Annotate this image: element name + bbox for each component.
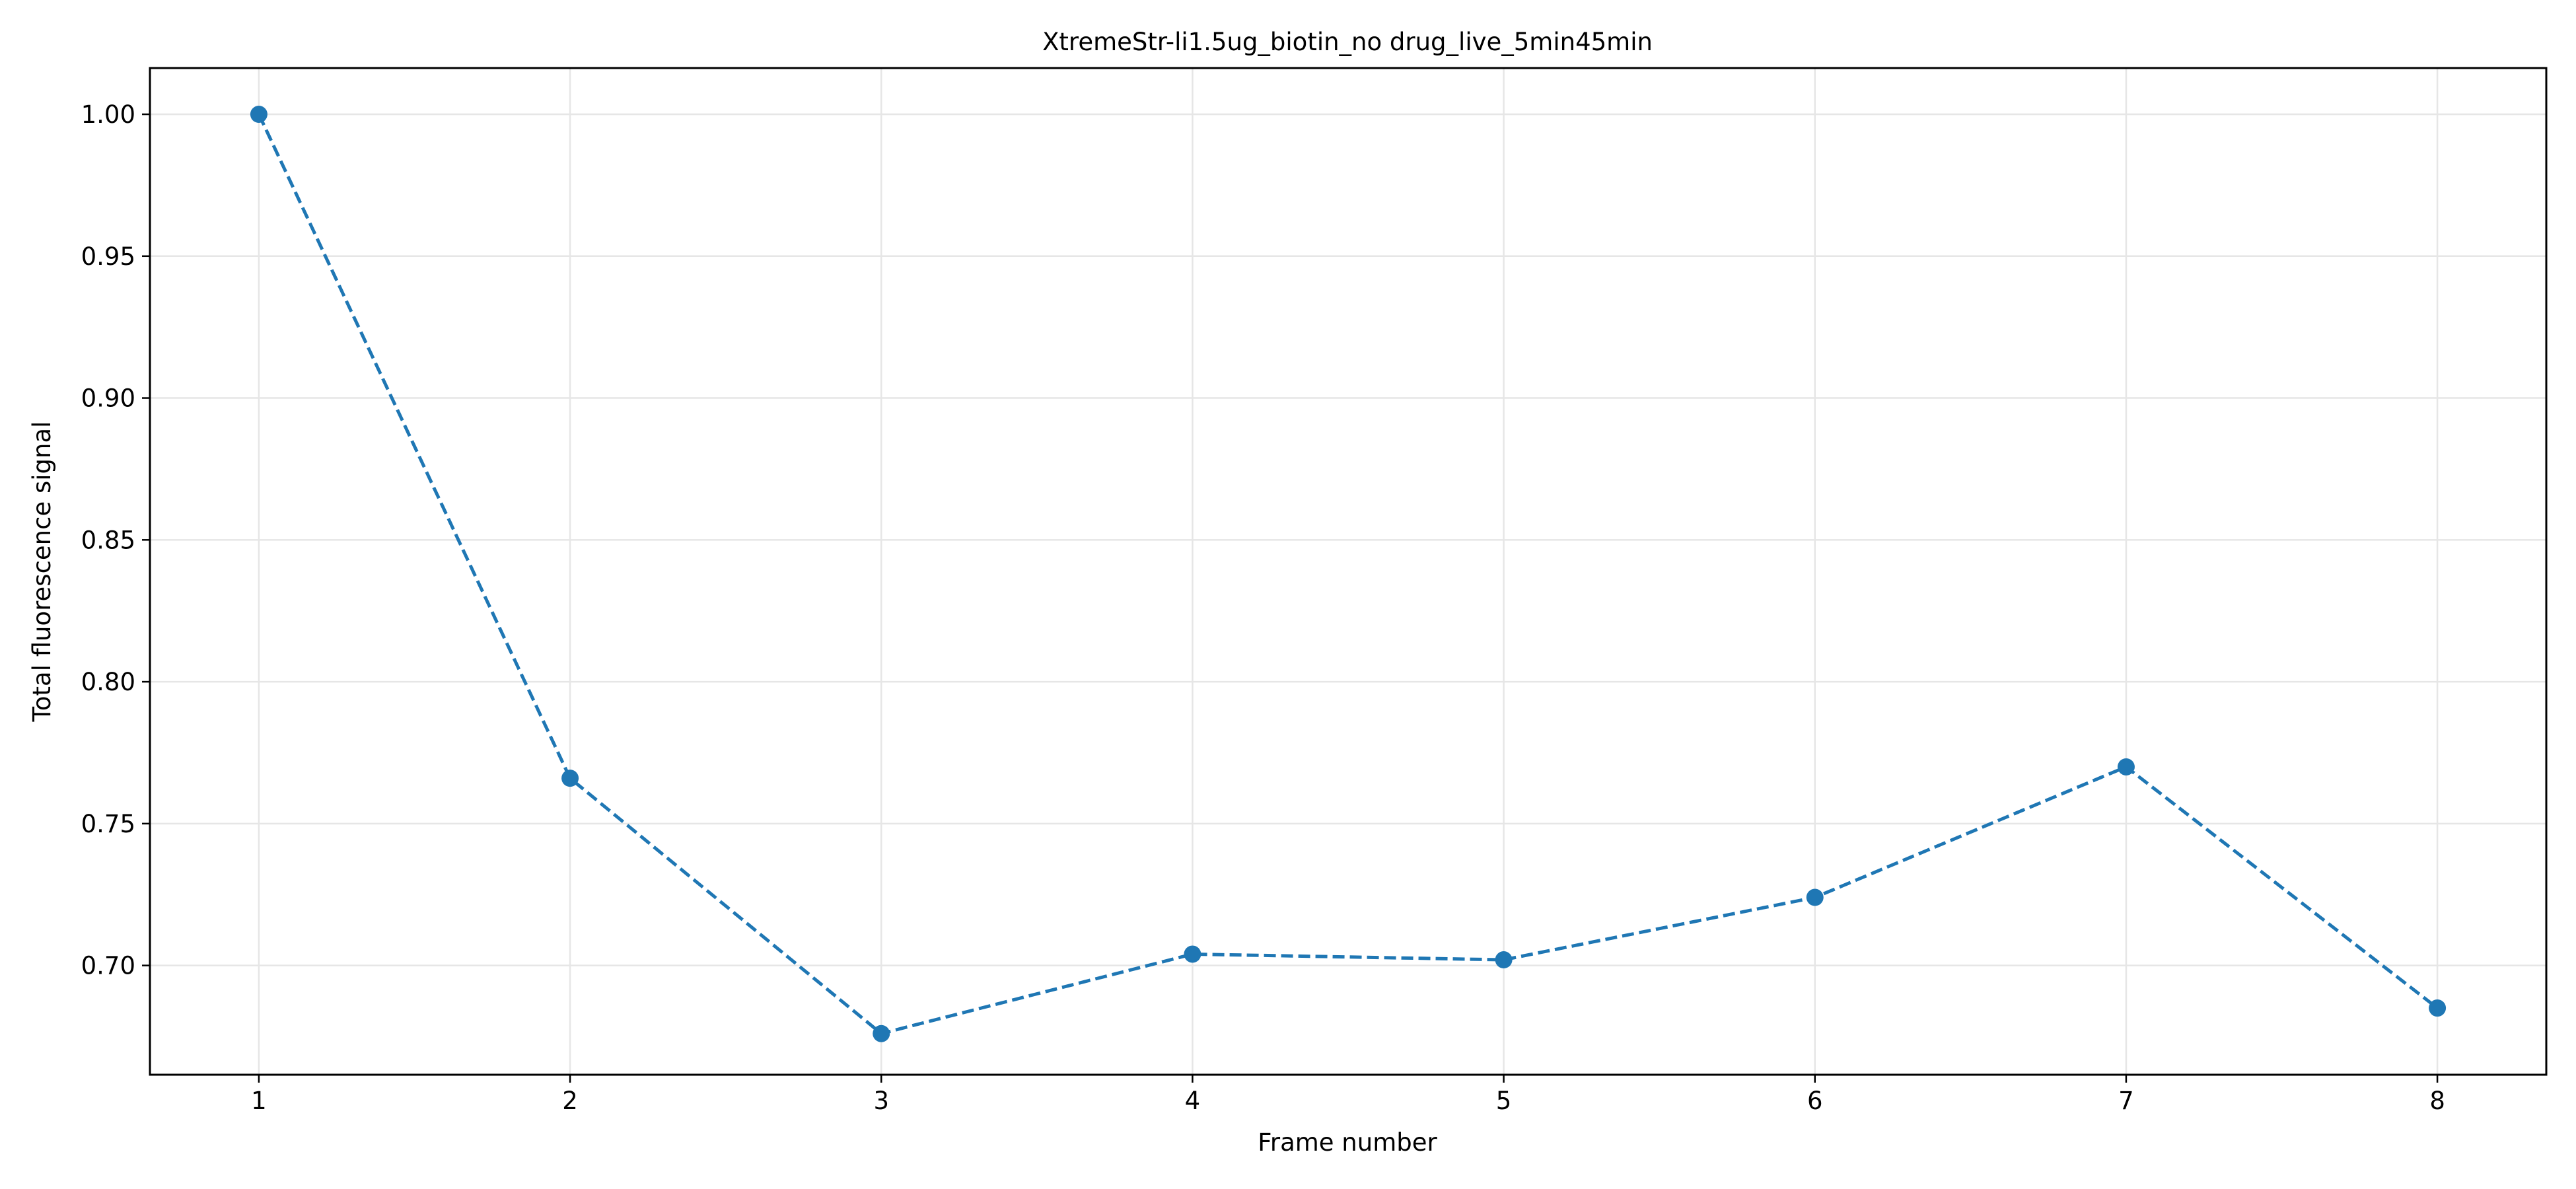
data-point [873,1025,890,1042]
x-tick-label: 8 [2429,1087,2445,1115]
x-tick-label: 5 [1496,1087,1512,1115]
x-tick-label: 2 [562,1087,578,1115]
y-tick-label: 0.85 [81,526,135,554]
y-tick-label: 0.70 [81,952,135,980]
x-tick-label: 3 [873,1087,889,1115]
data-point [250,106,268,124]
y-tick-label: 1.00 [81,100,135,129]
data-point [561,770,579,787]
grid-lines [150,68,2546,1075]
data-series [250,106,2447,1042]
x-axis-ticks: 1 2 3 4 5 6 7 8 [251,1075,2445,1115]
plot-area-frame [149,67,2548,1076]
y-tick-label: 0.95 [81,242,135,271]
x-tick-label: 4 [1185,1087,1201,1115]
y-axis-ticks: 0.70 0.75 0.80 0.85 0.90 0.95 1.00 [81,100,150,980]
data-point [2429,999,2447,1017]
y-tick-label: 0.90 [81,384,135,413]
x-tick-label: 6 [1807,1087,1823,1115]
y-axis-label: Total fluorescence signal [28,421,56,723]
data-point [1806,888,1824,906]
y-tick-label: 0.75 [81,810,135,838]
x-axis-label: Frame number [1258,1128,1437,1157]
data-point [1495,951,1513,969]
chart-title: XtremeStr-li1.5ug_biotin_no drug_live_5m… [1042,28,1653,56]
x-tick-label: 7 [2118,1087,2134,1115]
x-tick-label: 1 [251,1087,267,1115]
series-line [257,113,2439,1036]
data-point [1184,945,1201,963]
data-point [2117,758,2135,775]
y-tick-label: 0.80 [81,668,135,696]
